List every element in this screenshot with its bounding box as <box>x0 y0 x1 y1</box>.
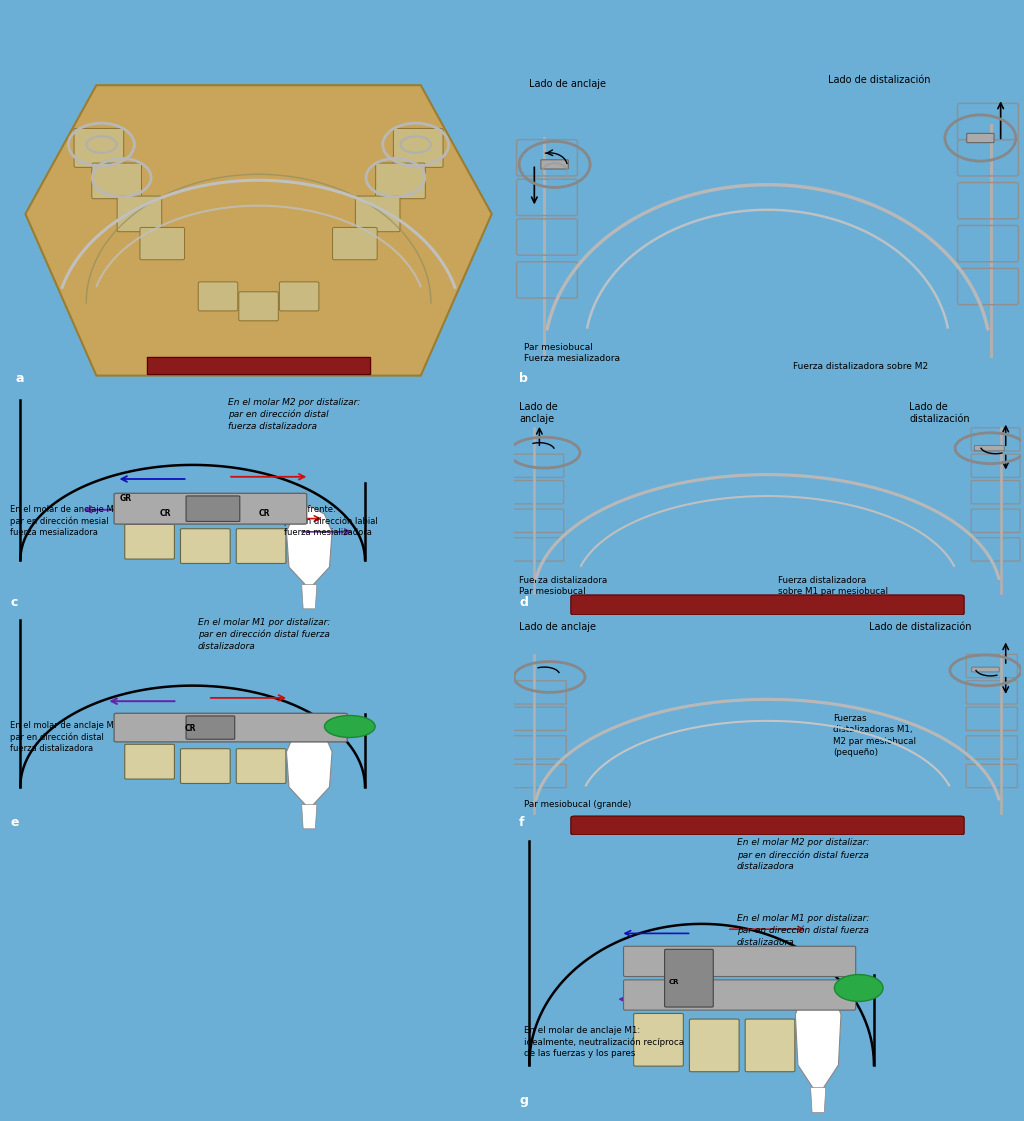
FancyBboxPatch shape <box>180 749 230 784</box>
Polygon shape <box>302 805 316 828</box>
Text: CR: CR <box>160 509 171 518</box>
Text: Fuerza distalizadora sobre M2: Fuerza distalizadora sobre M2 <box>793 362 928 371</box>
Text: Lado de distalización: Lado de distalización <box>828 75 931 85</box>
Text: c: c <box>10 595 17 609</box>
Text: Lado de distalización: Lado de distalización <box>868 622 972 632</box>
FancyBboxPatch shape <box>117 196 162 232</box>
Text: CR: CR <box>258 509 270 518</box>
FancyBboxPatch shape <box>140 228 184 260</box>
Text: En el molar M2 por distalizar:
par en dirección distal
fuerza distalizadora: En el molar M2 por distalizar: par en di… <box>228 398 360 430</box>
Text: b: b <box>519 372 528 386</box>
Text: d: d <box>519 595 528 609</box>
FancyBboxPatch shape <box>125 525 174 559</box>
Text: En el molar de anclaje M1:
par en dirección mesial
fuerza mesializadora: En el molar de anclaje M1: par en direcc… <box>10 506 122 537</box>
Text: Fuerza distalizadora
sobre M1 par mesiobucal: Fuerza distalizadora sobre M1 par mesiob… <box>777 576 888 596</box>
FancyBboxPatch shape <box>237 529 286 564</box>
Text: En el frente:
par en dirección labial
fuerza mesializadora: En el frente: par en dirección labial fu… <box>284 506 378 537</box>
FancyBboxPatch shape <box>186 495 240 521</box>
Polygon shape <box>811 1087 825 1113</box>
FancyBboxPatch shape <box>239 291 279 321</box>
FancyBboxPatch shape <box>186 716 234 739</box>
Text: Par mesiobucal
Fuerza mesializadora: Par mesiobucal Fuerza mesializadora <box>524 343 621 363</box>
FancyBboxPatch shape <box>237 749 286 784</box>
Text: Fuerzas
distalizadoras M1,
M2 par mesiobucal
(pequeño): Fuerzas distalizadoras M1, M2 par mesiob… <box>834 714 916 757</box>
FancyBboxPatch shape <box>745 1019 795 1072</box>
Polygon shape <box>287 725 332 809</box>
FancyBboxPatch shape <box>624 980 856 1010</box>
Text: GR: GR <box>119 494 131 503</box>
FancyBboxPatch shape <box>114 493 307 525</box>
Text: En el molar M1 por distalizar:
par en dirección distal fuerza
distalizadora: En el molar M1 por distalizar: par en di… <box>198 618 330 651</box>
Polygon shape <box>26 85 492 376</box>
FancyBboxPatch shape <box>114 713 347 742</box>
Text: En el molar M2 por distalizar:
par en dirección distal fuerza
distalizadora: En el molar M2 por distalizar: par en di… <box>737 839 869 871</box>
Text: f: f <box>519 816 524 828</box>
Text: En el molar de anclaje M1:
par en dirección distal
fuerza distalizadora: En el molar de anclaje M1: par en direcc… <box>10 721 122 753</box>
Text: En el molar de anclaje M1:
idealmente, neutralización recíproca
de las fuerzas y: En el molar de anclaje M1: idealmente, n… <box>524 1026 684 1057</box>
FancyBboxPatch shape <box>624 946 856 976</box>
Text: Lado de
anclaje: Lado de anclaje <box>519 402 558 425</box>
FancyBboxPatch shape <box>974 445 1005 451</box>
FancyBboxPatch shape <box>333 228 377 260</box>
FancyBboxPatch shape <box>355 196 400 232</box>
FancyBboxPatch shape <box>967 133 994 142</box>
FancyBboxPatch shape <box>280 281 318 311</box>
Circle shape <box>835 974 883 1001</box>
Text: e: e <box>10 816 18 828</box>
FancyBboxPatch shape <box>393 129 443 167</box>
FancyBboxPatch shape <box>570 595 965 615</box>
Text: Lado de
distalización: Lado de distalización <box>909 402 970 425</box>
FancyBboxPatch shape <box>972 667 999 671</box>
FancyBboxPatch shape <box>541 160 568 169</box>
FancyBboxPatch shape <box>199 281 238 311</box>
Text: Lado de anclaje: Lado de anclaje <box>519 622 596 632</box>
Text: g: g <box>519 1094 528 1108</box>
Polygon shape <box>302 584 316 609</box>
FancyBboxPatch shape <box>665 949 714 1007</box>
FancyBboxPatch shape <box>125 744 174 779</box>
Polygon shape <box>147 358 370 374</box>
FancyBboxPatch shape <box>570 816 965 835</box>
FancyBboxPatch shape <box>92 163 141 198</box>
Text: a: a <box>15 372 24 386</box>
Text: CR: CR <box>669 979 679 984</box>
Text: En el molar M1 por distalizar:
par en dirección distal fuerza
distalizadora: En el molar M1 por distalizar: par en di… <box>737 914 869 947</box>
Text: CR: CR <box>185 724 197 733</box>
FancyBboxPatch shape <box>376 163 425 198</box>
FancyBboxPatch shape <box>74 129 124 167</box>
Text: Par mesiobucal (grande): Par mesiobucal (grande) <box>524 800 632 809</box>
Polygon shape <box>287 506 332 589</box>
FancyBboxPatch shape <box>634 1013 683 1066</box>
Text: Lado de anclaje: Lado de anclaje <box>529 78 606 89</box>
FancyBboxPatch shape <box>689 1019 739 1072</box>
Circle shape <box>325 715 375 738</box>
Text: Fuerza distalizadora
Par mesiobucal: Fuerza distalizadora Par mesiobucal <box>519 576 607 596</box>
Polygon shape <box>796 981 841 1096</box>
FancyBboxPatch shape <box>180 529 230 564</box>
